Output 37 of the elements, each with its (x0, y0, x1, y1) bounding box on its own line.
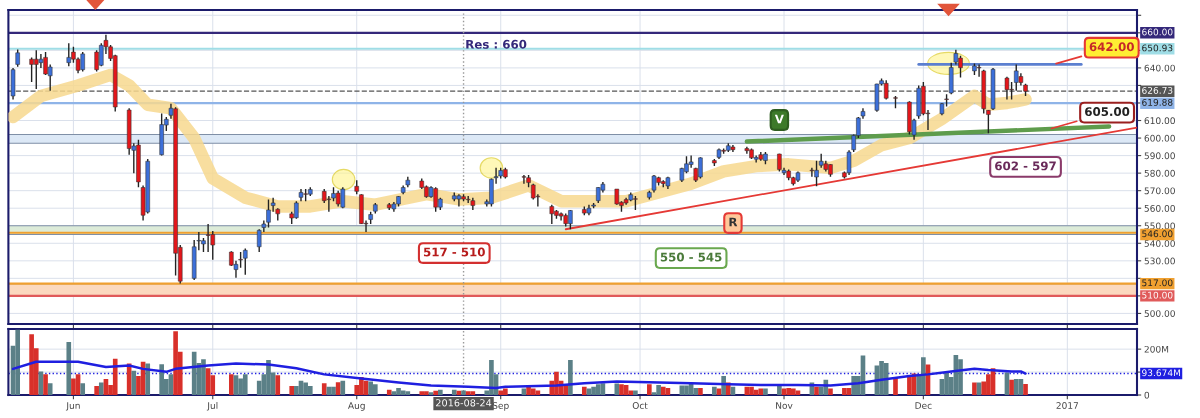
y-tick-label: 640.00 (1144, 64, 1175, 72)
y-tick-label: 570.00 (1144, 187, 1175, 195)
annotation: 602 - 597 (995, 161, 1056, 171)
ref-line-label: 2016-08-24 (436, 399, 492, 407)
x-tick-label: 2017 (1056, 402, 1079, 409)
annotation: 550 - 545 (660, 252, 722, 262)
y-tick-label: 200M (1144, 345, 1169, 353)
y-tick-label: 0 (1144, 391, 1150, 399)
y-tick-label: 560.00 (1144, 204, 1175, 212)
x-tick-label: Nov (776, 402, 793, 409)
ref-line-label: 619.88 (1142, 98, 1173, 106)
ref-line-label: 93.674M (1142, 369, 1181, 377)
y-tick-label: 600.00 (1144, 134, 1175, 142)
annotation: V (774, 114, 784, 124)
y-tick-label: 610.00 (1144, 117, 1175, 125)
x-tick-label: Jul (206, 401, 218, 411)
y-tick-label: 540.00 (1144, 240, 1175, 247)
ref-line-label: 626.73 (1142, 86, 1173, 94)
annotation: R (729, 217, 738, 227)
annotation: Res : 660 (466, 39, 527, 49)
x-tick-label: Aug (347, 402, 365, 411)
x-tick-label: Dec (915, 402, 932, 409)
ref-line-label: 660.00 (1142, 28, 1173, 36)
x-tick-label: Jun (65, 402, 80, 411)
annotation: 642.00 (1089, 42, 1134, 52)
y-tick-label: 590.00 (1144, 152, 1175, 160)
ref-line-label: 517.00 (1142, 279, 1173, 287)
y-tick-label: 500.00 (1144, 310, 1175, 317)
ref-line-label: 650.93 (1142, 44, 1173, 52)
ref-line-label: 510.00 (1142, 291, 1173, 299)
y-tick-label: 550.00 (1144, 222, 1175, 230)
annotation: 605.00 (1085, 107, 1130, 117)
ref-line-label: 546.00 (1142, 230, 1173, 238)
y-tick-label: 580.00 (1144, 169, 1175, 177)
x-tick-label: Oct (632, 402, 648, 409)
annotation: 517 - 510 (423, 247, 485, 257)
y-tick-label: 530.00 (1144, 257, 1175, 265)
